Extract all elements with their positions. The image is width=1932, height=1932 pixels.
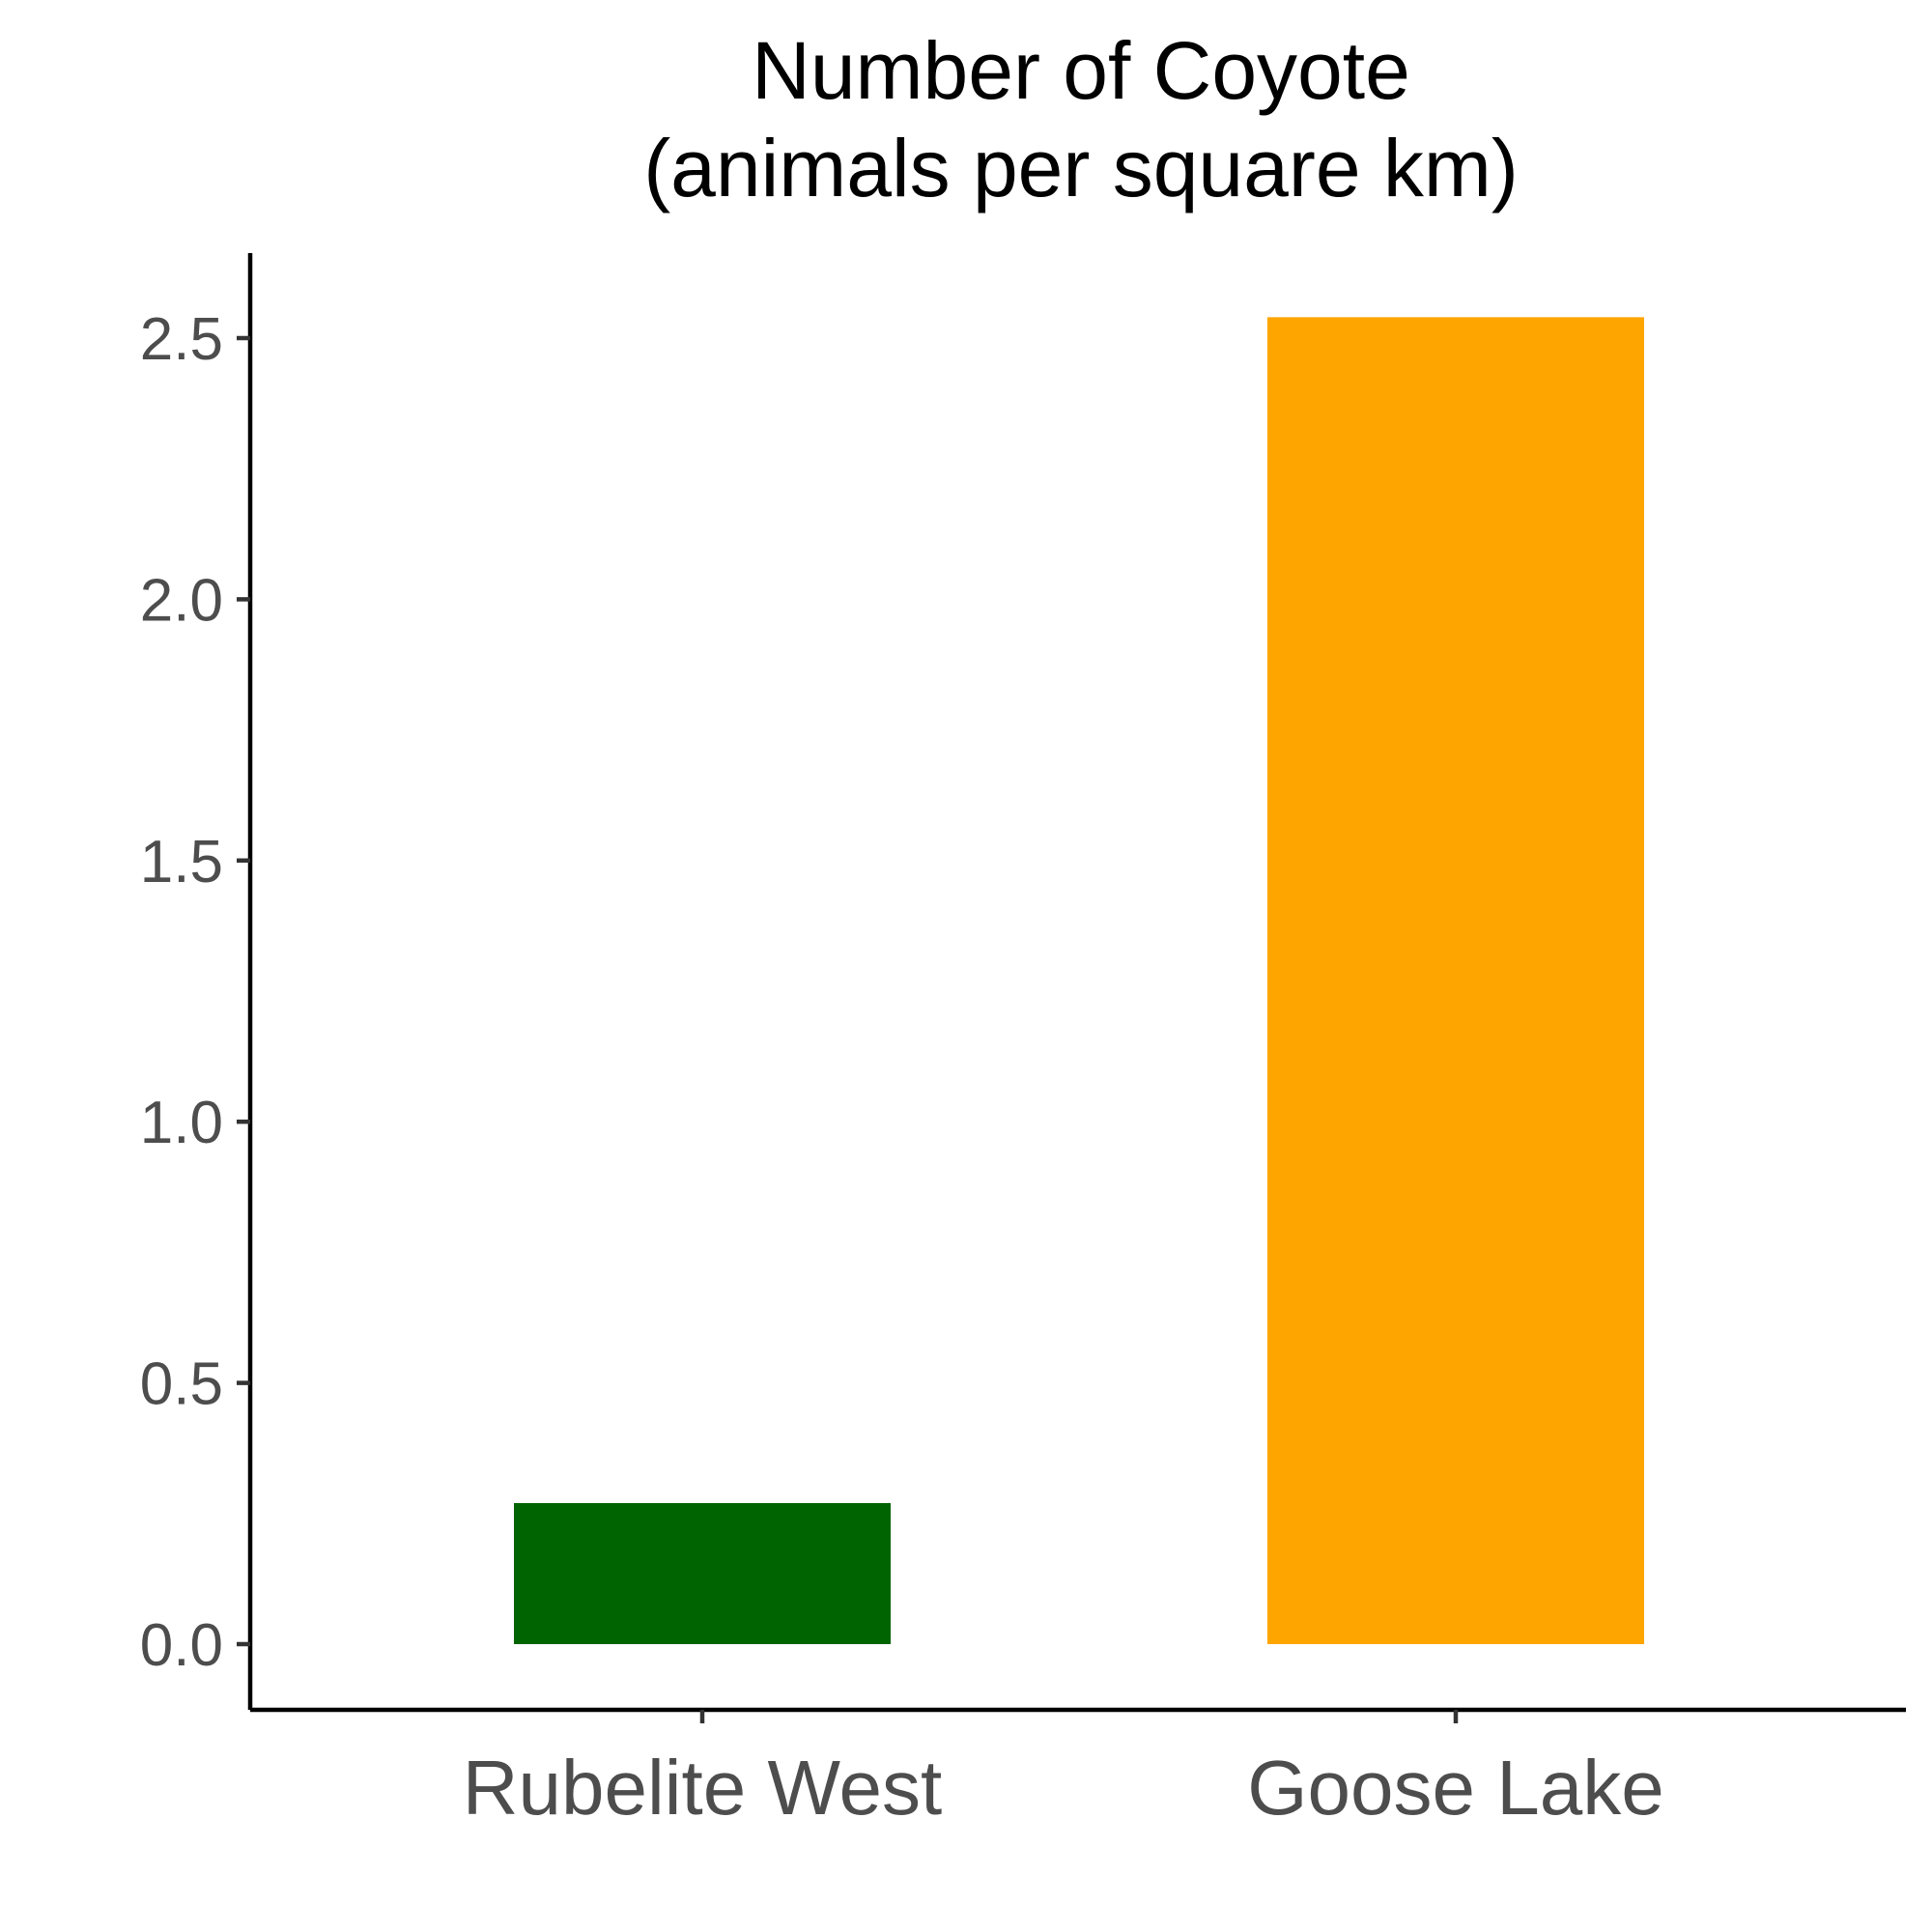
y-tick-label: 1.0: [140, 1090, 223, 1156]
y-tick-label: 1.5: [140, 829, 223, 895]
y-tick-label: 2.5: [140, 306, 223, 373]
x-tick-label: Goose Lake: [1247, 1745, 1663, 1831]
y-tick-label: 0.0: [140, 1612, 223, 1679]
x-tick-label: Rubelite West: [463, 1745, 943, 1831]
y-tick-label: 2.0: [140, 567, 223, 634]
y-axis: 0.0 0.5 1.0 1.5 2.0 2.5: [140, 253, 253, 1710]
bar-rubelite-west: [514, 1502, 891, 1644]
chart-title-line-2: (animals per square km): [643, 123, 1519, 213]
bars: [514, 317, 1644, 1644]
chart-title: Number of Coyote (animals per square km): [643, 25, 1519, 213]
chart-title-line-1: Number of Coyote: [752, 25, 1410, 116]
bar-goose-lake: [1267, 317, 1644, 1644]
x-axis: Rubelite West Goose Lake: [250, 1707, 1906, 1831]
y-tick-label: 0.5: [140, 1351, 223, 1418]
